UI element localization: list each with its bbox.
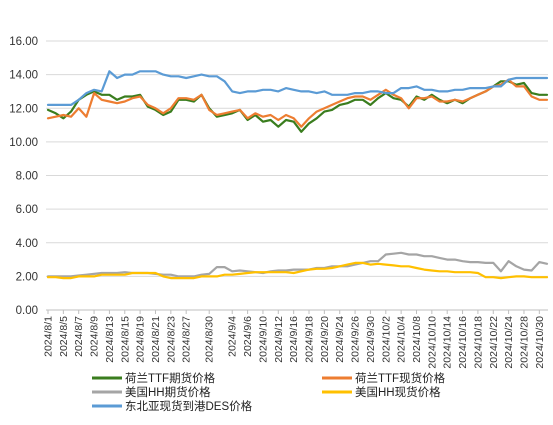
y-tick-label: 10.00 [9,137,38,149]
y-tick-label: 14.00 [9,70,38,82]
x-tick-label: 2024/9/30 [365,316,377,363]
x-tick-label: 2024/9/12 [273,316,285,363]
x-tick-label: 2024/10/2 [380,316,392,363]
legend-item: 东北亚现货到港DES价格 [92,399,253,413]
x-tick-label: 2024/8/5 [58,316,70,357]
x-tick-label: 2024/9/6 [242,316,254,357]
x-tick-label: 2024/10/18 [472,316,484,369]
gridlines [46,40,548,311]
x-tick-label: 2024/9/16 [288,316,300,363]
x-tick-label: 2024/9/26 [350,316,362,363]
series-lines [46,70,549,280]
x-tick-label: 2024/9/4 [227,316,239,357]
series-line [46,78,549,128]
legend-label: 荷兰TTF期货价格 [125,371,216,385]
x-tick-label: 2024/8/27 [181,316,193,363]
legend-label: 东北亚现货到港DES价格 [125,399,253,413]
y-tick-label: 16.00 [9,36,38,48]
legend-label: 美国HH现货价格 [355,385,441,399]
x-tick-label: 2024/10/30 [534,316,546,369]
x-tick-label: 2024/8/21 [150,316,162,363]
x-tick-label: 2024/9/10 [257,316,269,363]
y-tick-label: 0.00 [16,305,38,317]
x-tick-label: 2024/9/24 [334,316,346,363]
x-tick-label: 2024/10/24 [503,316,515,369]
y-tick-label: 2.00 [16,271,38,283]
x-tick-label: 2024/10/16 [457,316,469,369]
legend-item: 荷兰TTF期货价格 [92,371,216,385]
x-tick-label: 2024/8/23 [165,316,177,363]
legend-item: 荷兰TTF现货价格 [322,371,446,385]
y-tick-label: 6.00 [16,204,38,216]
y-axis: 0.00 2.00 4.00 6.00 8.00 10.00 12.00 14.00 16.00 [9,36,38,317]
x-tick-label: 2024/8/9 [89,316,101,357]
x-tick-label: 2024/10/10 [426,316,438,369]
series-line [46,80,549,133]
x-tick-label: 2024/10/22 [488,316,500,369]
y-tick-label: 8.00 [16,171,38,183]
series-line [46,70,549,107]
x-tick-label: 2024/8/15 [119,316,131,363]
y-tick-label: 4.00 [16,238,38,250]
x-tick-label: 2024/10/14 [442,316,454,369]
x-tick-label: 2024/10/4 [396,316,408,363]
x-tick-label: 2024/9/20 [319,316,331,363]
x-tick-label: 2024/9/18 [304,316,316,363]
legend-item: 美国HH现货价格 [322,385,441,399]
x-tick-label: 2024/10/28 [518,316,530,369]
series-line [46,261,549,280]
x-tick-label: 2024/10/8 [411,316,423,363]
x-tick-label: 2024/8/1 [43,316,55,357]
x-axis: 2024/8/1 2024/8/5 2024/8/7 2024/8/9 2024/8/1… [43,310,546,369]
x-tick-label: 2024/8/7 [73,316,85,357]
y-tick-label: 12.00 [9,103,38,115]
x-tick-label: 2024/8/19 [135,316,147,363]
legend-item: 美国HH期货价格 [92,385,211,399]
legend-label: 美国HH期货价格 [125,385,211,399]
x-tick-label: 2024/8/13 [104,316,116,363]
legend-label: 荷兰TTF现货价格 [355,371,446,385]
x-tick-label: 2024/8/30 [204,316,216,363]
